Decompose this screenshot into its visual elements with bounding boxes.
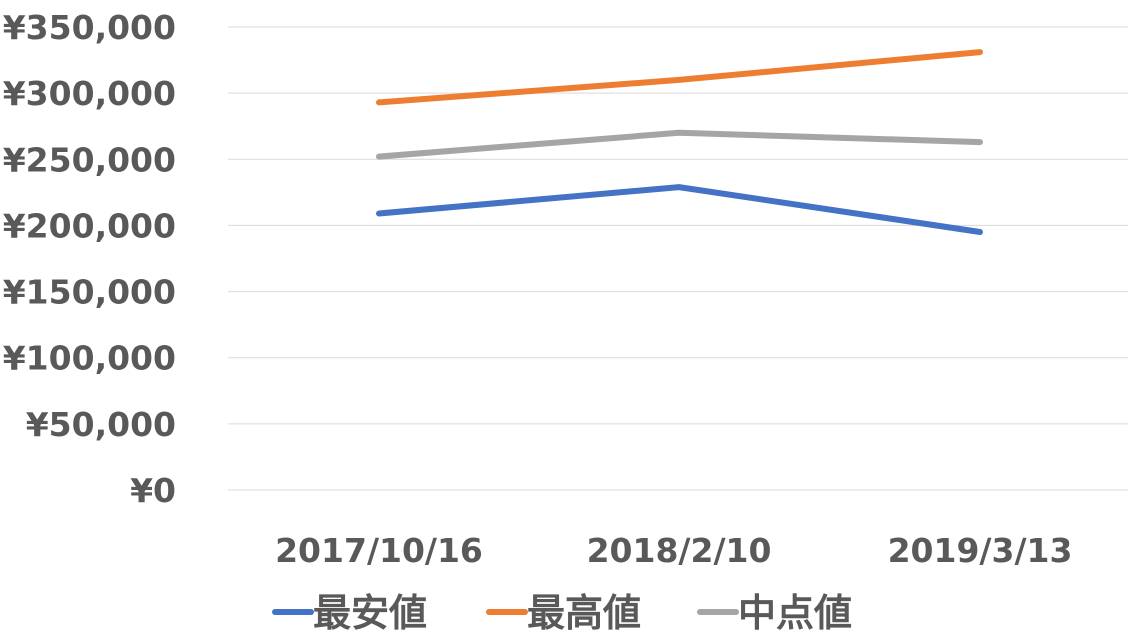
series-line-0 [376, 184, 983, 235]
y-tick-label: ¥150,000 [3, 273, 176, 312]
x-tick-label: 2017/10/16 [275, 531, 483, 570]
x-tick-label: 2018/2/10 [587, 531, 772, 570]
y-tick-label: ¥50,000 [26, 405, 176, 444]
legend: 最安値 最高値 中点値 [272, 591, 852, 635]
series-lines [376, 49, 983, 235]
x-axis-tick-labels: 2017/10/16 2018/2/10 2019/3/13 [275, 531, 1072, 570]
y-tick-label: ¥250,000 [3, 140, 176, 179]
x-tick-label: 2019/3/13 [888, 531, 1073, 570]
gridlines [228, 26, 1128, 491]
y-tick-label: ¥100,000 [3, 339, 176, 378]
legend-label-0: 最安値 [313, 591, 427, 635]
series-line-1 [376, 49, 983, 106]
series-line-2 [376, 129, 983, 160]
y-axis-tick-labels: ¥0 ¥50,000 ¥100,000 ¥150,000 ¥200,000 ¥250,00… [3, 8, 176, 510]
legend-label-1: 最高値 [527, 591, 641, 635]
y-tick-label: ¥0 [130, 471, 176, 510]
y-tick-label: ¥350,000 [3, 8, 176, 47]
legend-label-2: 中点値 [738, 591, 852, 635]
y-tick-label: ¥200,000 [3, 206, 176, 245]
y-tick-label: ¥300,000 [3, 74, 176, 113]
